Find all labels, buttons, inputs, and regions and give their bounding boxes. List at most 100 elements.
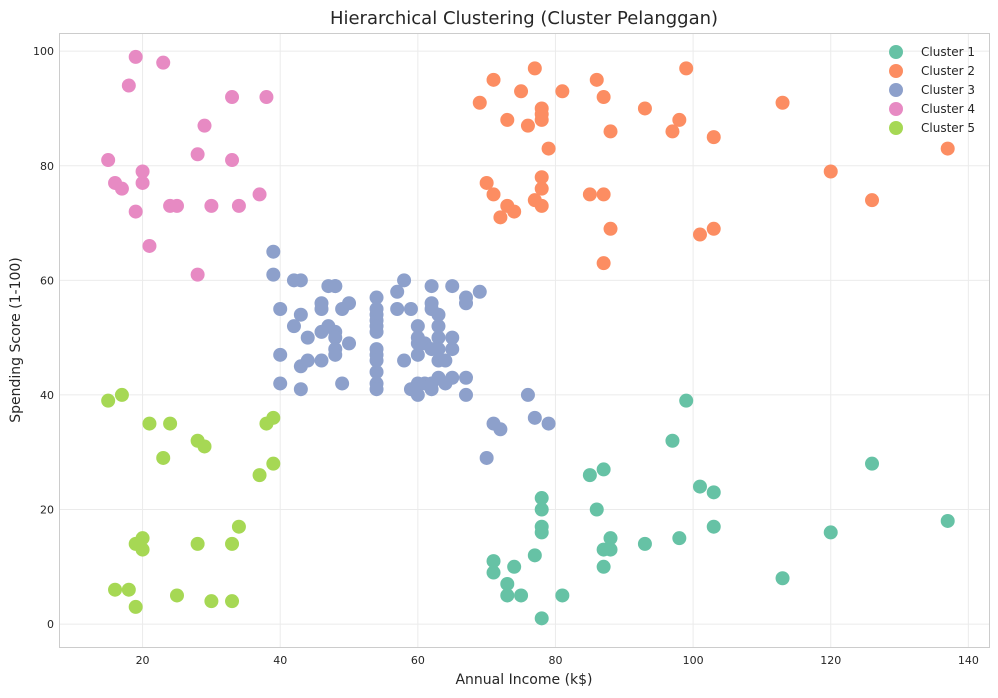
data-point — [300, 353, 315, 368]
data-point — [541, 416, 556, 431]
data-point — [190, 147, 205, 162]
data-point — [101, 393, 116, 408]
data-point — [121, 582, 136, 597]
data-point — [534, 198, 549, 213]
data-point — [534, 491, 549, 506]
x-axis-ticks: 20 40 60 80 100 120 140 — [136, 654, 979, 667]
data-point — [603, 124, 618, 139]
data-point — [431, 307, 446, 322]
data-point — [534, 611, 549, 626]
data-point — [197, 439, 212, 454]
x-tick-label: 60 — [411, 654, 425, 667]
data-point — [775, 95, 790, 110]
data-point — [369, 301, 384, 316]
legend-label: Cluster 2 — [921, 64, 975, 78]
y-tick-label: 100 — [33, 45, 54, 58]
data-point — [390, 301, 405, 316]
data-point — [108, 582, 123, 597]
data-point — [534, 519, 549, 534]
data-point — [582, 468, 597, 483]
data-point — [204, 594, 219, 609]
data-point — [293, 307, 308, 322]
data-point — [135, 175, 150, 190]
data-point — [300, 330, 315, 345]
data-point — [445, 370, 460, 385]
data-point — [197, 118, 212, 133]
data-point — [101, 153, 116, 168]
data-point — [555, 588, 570, 603]
data-point — [596, 559, 611, 574]
data-point — [397, 273, 412, 288]
data-point — [231, 198, 246, 213]
data-point — [940, 513, 955, 528]
legend-marker — [889, 45, 903, 59]
data-point — [459, 370, 474, 385]
data-point — [128, 49, 143, 64]
data-point — [445, 330, 460, 345]
data-point — [706, 485, 721, 500]
data-point — [390, 284, 405, 299]
data-point — [369, 342, 384, 357]
data-point — [520, 118, 535, 133]
y-tick-label: 20 — [40, 504, 54, 517]
data-point — [596, 90, 611, 105]
chart-title: Hierarchical Clustering (Cluster Pelangg… — [330, 8, 718, 29]
data-point — [190, 536, 205, 551]
data-point — [369, 365, 384, 380]
data-point — [459, 387, 474, 402]
data-point — [692, 479, 707, 494]
plot-frame — [59, 33, 990, 648]
data-point — [142, 416, 157, 431]
data-point — [314, 301, 329, 316]
data-point — [128, 599, 143, 614]
data-point — [135, 164, 150, 179]
data-point — [603, 542, 618, 557]
data-point — [252, 187, 267, 202]
x-tick-label: 20 — [136, 654, 150, 667]
data-point — [486, 565, 501, 580]
y-tick-label: 40 — [40, 389, 54, 402]
data-point — [397, 353, 412, 368]
data-point — [335, 376, 350, 391]
data-point — [369, 324, 384, 339]
data-point — [637, 536, 652, 551]
data-point — [135, 542, 150, 557]
data-point — [865, 193, 880, 208]
data-point — [266, 244, 281, 259]
data-point — [431, 319, 446, 334]
data-point — [369, 353, 384, 368]
data-point — [369, 290, 384, 305]
data-point — [603, 221, 618, 236]
data-point — [225, 90, 240, 105]
data-point — [555, 84, 570, 99]
data-point — [486, 554, 501, 569]
data-point — [438, 353, 453, 368]
data-point — [472, 95, 487, 110]
data-point — [507, 559, 522, 574]
data-point — [169, 588, 184, 603]
data-point — [679, 393, 694, 408]
data-point — [706, 519, 721, 534]
data-point — [865, 456, 880, 471]
data-point — [328, 330, 343, 345]
y-axis-ticks: 0 20 40 60 80 100 — [33, 45, 54, 631]
data-point — [314, 353, 329, 368]
data-point — [706, 130, 721, 145]
data-point — [665, 124, 680, 139]
data-point — [403, 301, 418, 316]
data-point — [582, 187, 597, 202]
x-axis-label: Annual Income (k$) — [455, 672, 592, 688]
data-point — [527, 61, 542, 76]
data-point — [940, 141, 955, 156]
data-point — [589, 502, 604, 517]
legend-label: Cluster 5 — [921, 121, 975, 135]
data-point — [445, 279, 460, 294]
data-point — [410, 347, 425, 362]
data-point — [520, 387, 535, 402]
data-point — [472, 284, 487, 299]
y-axis-label: Spending Score (1-100) — [8, 257, 24, 423]
data-point — [114, 181, 129, 196]
data-point — [135, 531, 150, 546]
data-point — [169, 198, 184, 213]
data-point — [500, 576, 515, 591]
